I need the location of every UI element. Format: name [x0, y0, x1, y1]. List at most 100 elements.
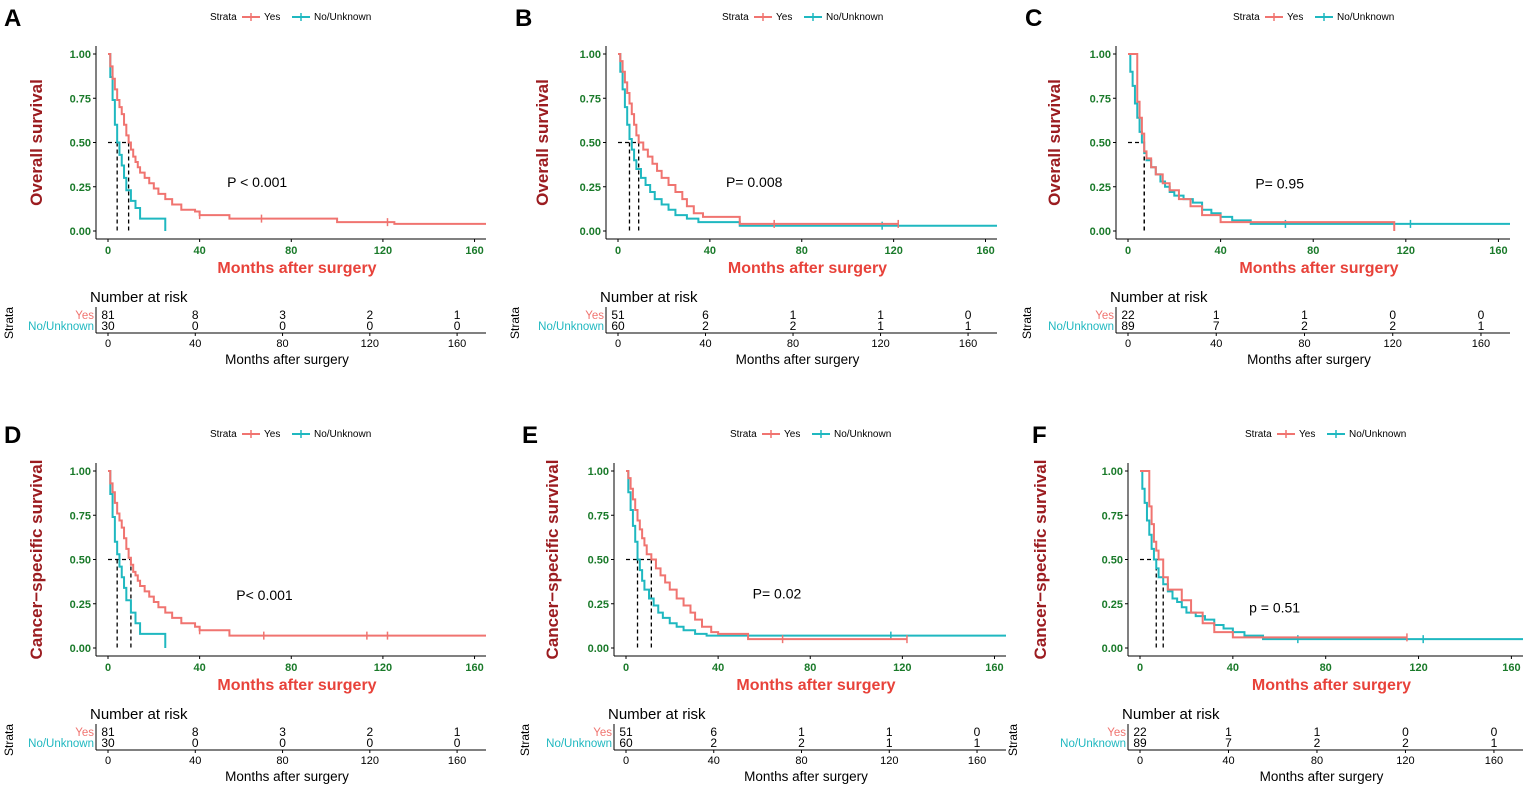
risk-count-no: 1 [1491, 736, 1498, 750]
risk-x-axis-label: Months after surgery [736, 352, 860, 367]
y-tick-label: 0.00 [1090, 226, 1111, 238]
x-tick-label: 40 [194, 662, 206, 674]
risk-x-tick-label: 120 [1384, 338, 1402, 350]
risk-x-tick-label: 40 [1210, 338, 1222, 350]
km-curve-yes [108, 53, 486, 225]
risk-count-no: 1 [965, 319, 972, 333]
x-tick-label: 40 [704, 245, 716, 257]
risk-count-no: 2 [1389, 319, 1396, 333]
risk-count-yes: 0 [974, 725, 981, 739]
legend-title: Strata [1245, 429, 1272, 440]
y-tick-label: 1.00 [70, 49, 91, 61]
risk-x-tick-label: 160 [959, 338, 977, 350]
x-tick-label: 0 [1125, 245, 1131, 257]
x-tick-label: 160 [1489, 245, 1507, 257]
km-curve-yes [1140, 470, 1407, 639]
y-tick-label: 0.00 [70, 226, 91, 238]
risk-count-no: 89 [1133, 736, 1147, 750]
y-axis-label: Overall survival [533, 79, 552, 206]
risk-count-yes: 1 [886, 725, 893, 739]
x-tick-label: 160 [465, 662, 483, 674]
risk-x-tick-label: 0 [1137, 755, 1143, 767]
y-tick-label: 1.00 [70, 466, 91, 478]
legend: Strata Yes No/Unknown [210, 429, 371, 440]
risk-strata-label: Strata [2, 307, 16, 339]
risk-count-yes: 22 [1121, 308, 1135, 322]
km-curve-no [1128, 53, 1510, 225]
risk-row-label-yes: Yes [1095, 310, 1114, 322]
risk-x-tick-label: 0 [1125, 338, 1131, 350]
y-tick-label: 0.25 [70, 599, 91, 611]
panel-letter: A [4, 5, 21, 32]
risk-count-yes: 0 [965, 308, 972, 322]
x-tick-label: 0 [615, 245, 621, 257]
x-axis-label: Months after surgery [736, 677, 895, 694]
risk-count-no: 89 [1121, 319, 1135, 333]
risk-row-label-no: No/Unknown [538, 321, 604, 333]
x-axis-label: Months after surgery [728, 260, 887, 277]
risk-count-no: 0 [366, 319, 373, 333]
x-tick-label: 160 [465, 245, 483, 257]
legend-label-yes: Yes [264, 12, 280, 23]
p-value-label: P< 0.001 [236, 587, 293, 603]
risk-x-axis-label: Months after surgery [1247, 352, 1371, 367]
x-tick-label: 40 [1227, 662, 1239, 674]
risk-count-no: 0 [192, 736, 199, 750]
risk-count-no: 2 [710, 736, 717, 750]
risk-strata-label: Strata [518, 724, 532, 756]
risk-x-axis-label: Months after surgery [1260, 769, 1384, 784]
legend-title: Strata [1233, 12, 1260, 23]
risk-count-yes: 81 [101, 308, 115, 322]
risk-x-tick-label: 80 [787, 338, 799, 350]
y-tick-label: 0.75 [588, 510, 609, 522]
risk-row-label-no: No/Unknown [546, 738, 612, 750]
legend-label-yes: Yes [776, 12, 792, 23]
y-tick-label: 0.75 [70, 93, 91, 105]
x-axis-label: Months after surgery [1252, 677, 1411, 694]
risk-count-yes: 81 [101, 725, 115, 739]
risk-x-tick-label: 40 [699, 338, 711, 350]
legend-title: Strata [210, 12, 237, 23]
risk-count-no: 1 [1478, 319, 1485, 333]
legend-label-yes: Yes [264, 429, 280, 440]
risk-count-yes: 22 [1133, 725, 1147, 739]
risk-count-no: 2 [790, 319, 797, 333]
legend-label-no: No/Unknown [314, 12, 371, 23]
legend-title: Strata [722, 12, 749, 23]
risk-count-no: 0 [454, 736, 461, 750]
panel-letter: D [4, 422, 21, 449]
risk-row-label-yes: Yes [585, 310, 604, 322]
risk-count-yes: 1 [1225, 725, 1232, 739]
y-tick-label: 0.75 [1090, 93, 1111, 105]
risk-count-yes: 8 [192, 725, 199, 739]
km-curve-no [618, 53, 997, 227]
risk-x-axis-label: Months after surgery [225, 769, 349, 784]
risk-strata-label: Strata [1006, 724, 1020, 756]
risk-x-tick-label: 120 [361, 755, 379, 767]
legend-title: Strata [210, 429, 237, 440]
risk-x-tick-label: 160 [1485, 755, 1503, 767]
legend: Strata Yes No/Unknown [730, 429, 891, 440]
legend-title: Strata [730, 429, 757, 440]
legend: Strata Yes No/Unknown [1245, 429, 1406, 440]
y-tick-label: 0.50 [580, 138, 601, 150]
y-tick-label: 0.50 [1090, 138, 1111, 150]
risk-count-yes: 1 [798, 725, 805, 739]
km-curve-yes [1128, 53, 1396, 231]
risk-row-label-no: No/Unknown [1048, 321, 1114, 333]
risk-count-no: 0 [192, 319, 199, 333]
risk-x-tick-label: 120 [1396, 755, 1414, 767]
y-tick-label: 0.75 [580, 93, 601, 105]
risk-count-no: 0 [279, 319, 286, 333]
y-axis-label: Cancer−specific survival [27, 460, 46, 660]
risk-count-no: 2 [702, 319, 709, 333]
risk-count-no: 1 [974, 736, 981, 750]
